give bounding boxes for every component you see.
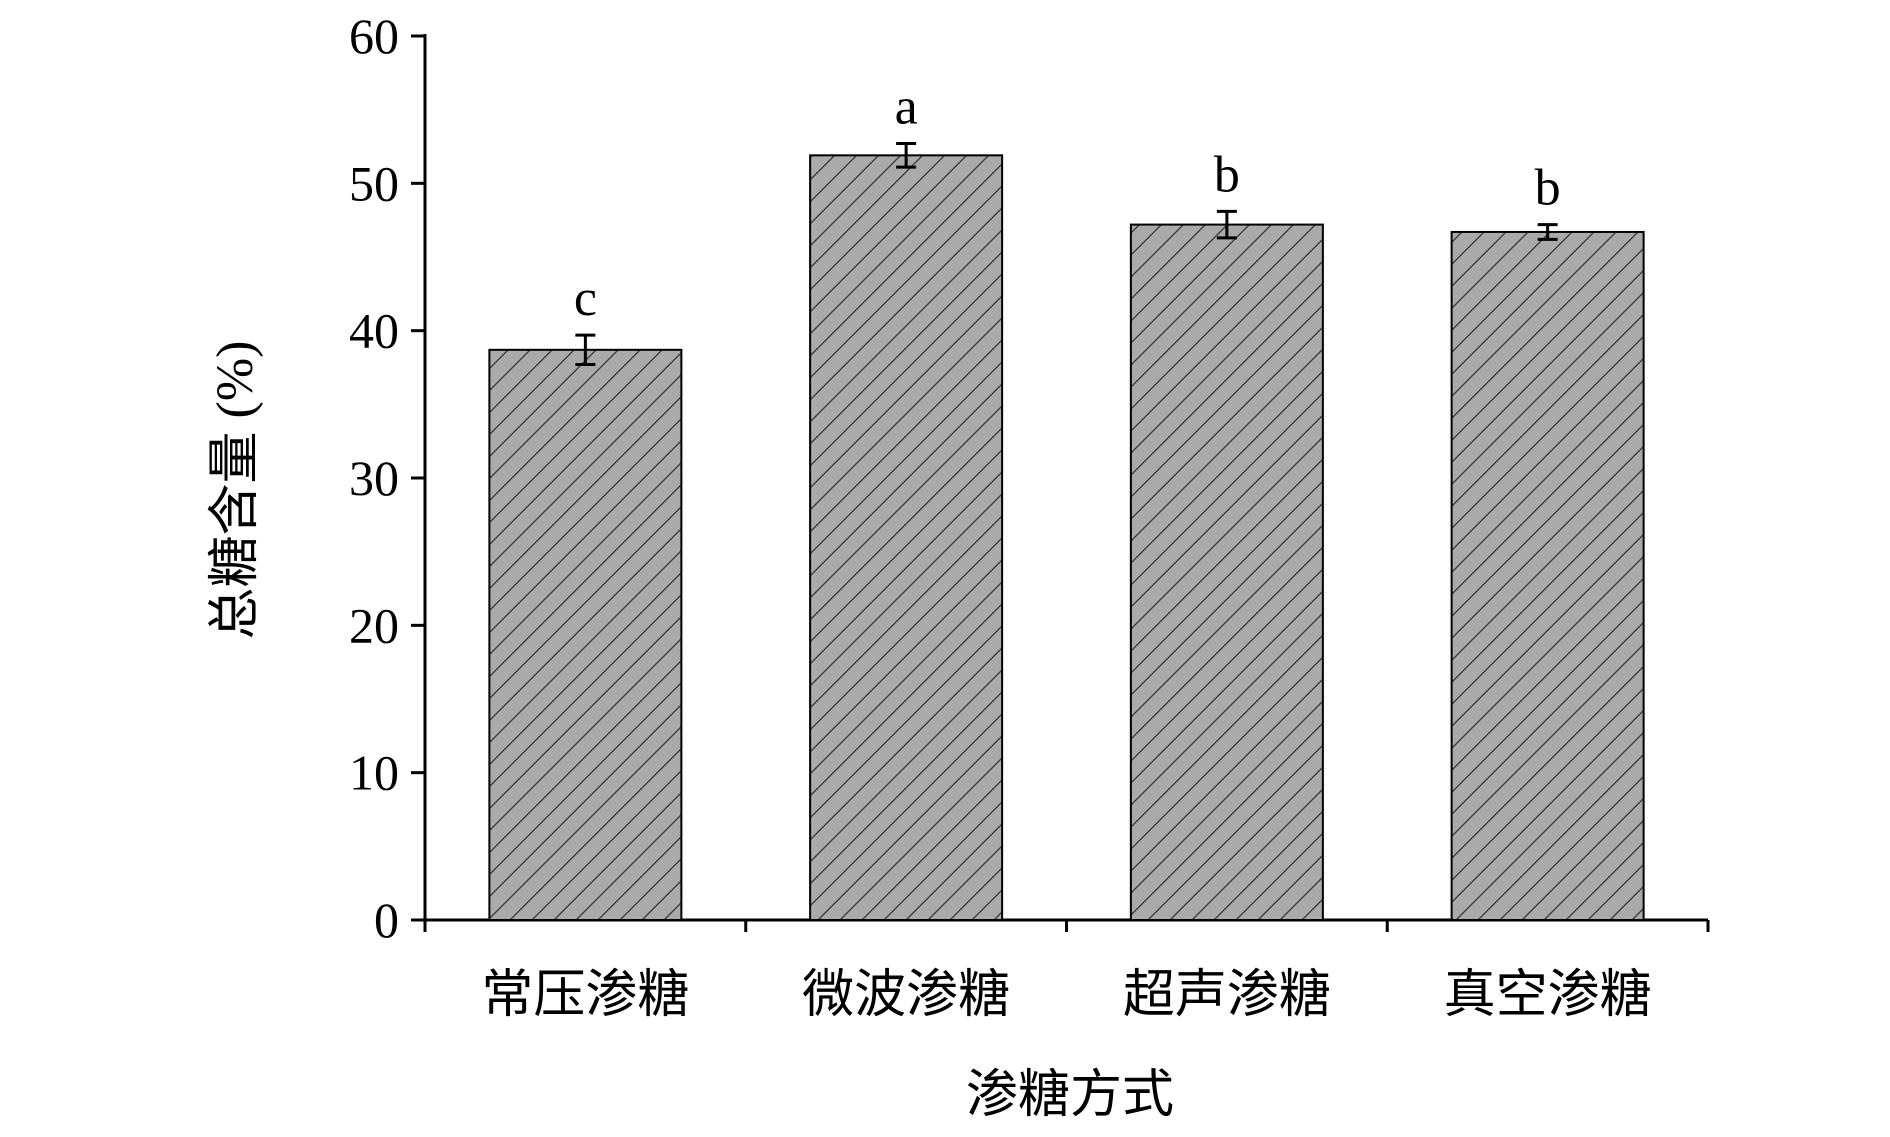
category-label: 真空渗糖 (1444, 967, 1652, 1024)
y-tick-label: 60 (349, 8, 399, 64)
y-axis-title: 总糖含量 (%) (207, 341, 264, 640)
bar (1450, 230, 1645, 922)
category-label: 微波渗糖 (802, 967, 1010, 1024)
y-tick-label: 10 (349, 745, 399, 801)
x-axis-title: 渗糖方式 (966, 1067, 1174, 1124)
labels: 0 10 20 30 40 50 60 c 常压渗糖 a 微波渗糖 b 超声渗糖 b 真空渗糖 (349, 8, 1652, 1024)
y-tick-label: 0 (374, 892, 399, 948)
category-label: 常压渗糖 (481, 967, 689, 1024)
y-tick-label: 40 (349, 303, 399, 359)
y-tick-label: 20 (349, 597, 399, 653)
significance-label: a (895, 79, 918, 136)
significance-label: b (1535, 160, 1561, 217)
category-label: 超声渗糖 (1123, 967, 1331, 1024)
bar (1129, 223, 1324, 921)
y-tick-label: 50 (349, 155, 399, 211)
significance-label: c (574, 270, 597, 327)
bars (488, 142, 1645, 922)
bar (488, 348, 683, 921)
significance-label: b (1214, 146, 1240, 203)
bar (809, 154, 1004, 921)
y-tick-label: 30 (349, 450, 399, 506)
